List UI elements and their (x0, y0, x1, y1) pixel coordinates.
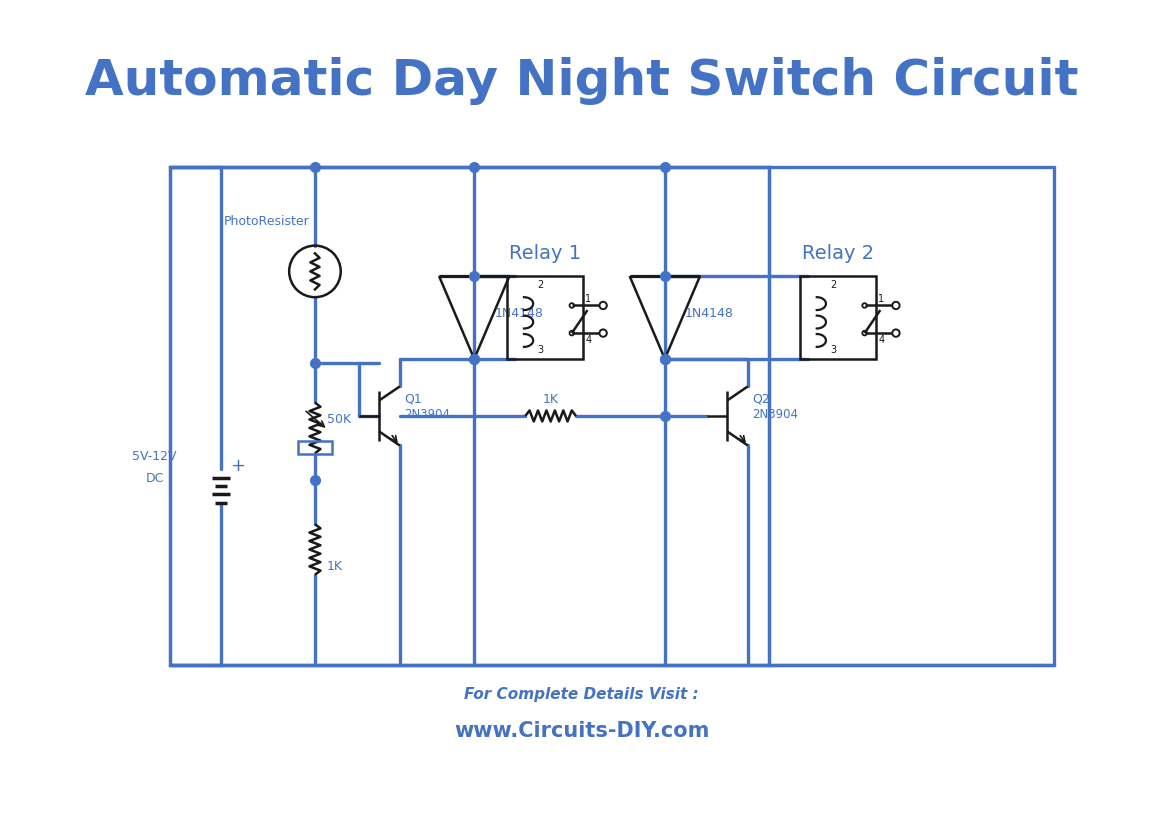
Bar (299, 440, 331, 454)
Text: 2N3904: 2N3904 (752, 408, 798, 420)
Text: 50K: 50K (327, 413, 351, 426)
Text: 5V-12V: 5V-12V (133, 450, 177, 463)
Text: 1: 1 (585, 294, 592, 304)
Text: 1: 1 (878, 294, 884, 304)
Text: Relay 1: Relay 1 (509, 244, 582, 263)
Text: 3: 3 (830, 345, 836, 355)
Text: 4: 4 (585, 335, 592, 345)
Text: PhotoResister: PhotoResister (224, 215, 311, 229)
Text: Q1: Q1 (405, 392, 422, 406)
Text: 1K: 1K (327, 560, 343, 573)
Text: www.Circuits-DIY.com: www.Circuits-DIY.com (454, 720, 709, 741)
Text: 1N4148: 1N4148 (685, 307, 734, 321)
Text: 1N4148: 1N4148 (494, 307, 543, 321)
Text: 2: 2 (830, 280, 836, 290)
Text: 2: 2 (537, 280, 543, 290)
Text: +: + (230, 457, 245, 475)
Bar (507, 276, 583, 359)
Text: Relay 2: Relay 2 (801, 244, 873, 263)
Text: Automatic Day Night Switch Circuit: Automatic Day Night Switch Circuit (85, 57, 1078, 105)
Text: 2N3904: 2N3904 (405, 408, 450, 420)
Text: DC: DC (145, 472, 164, 485)
Text: 1K: 1K (543, 393, 558, 406)
Text: 4: 4 (878, 335, 884, 345)
Text: Q2: Q2 (752, 392, 770, 406)
Text: 3: 3 (537, 345, 543, 355)
Bar (171, 167, 769, 665)
Bar (800, 276, 876, 359)
Text: For Complete Details Visit :: For Complete Details Visit : (464, 687, 699, 702)
